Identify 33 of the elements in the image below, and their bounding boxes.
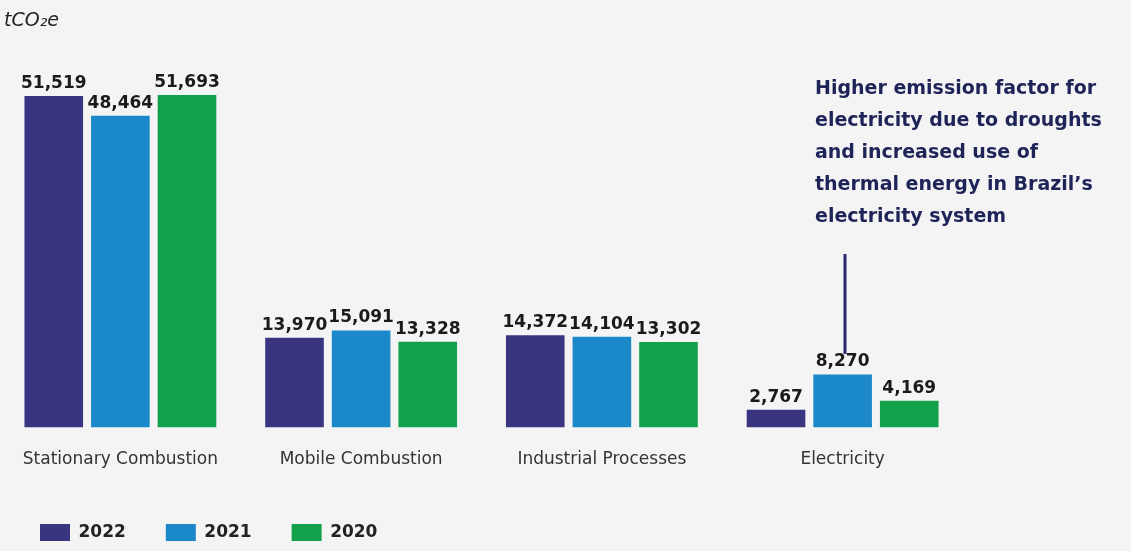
data-label: 51,693 <box>154 70 220 91</box>
x-tick-label: Electricity <box>800 448 885 469</box>
data-label: 13,970 <box>261 313 328 334</box>
bar <box>331 330 391 428</box>
data-label: 4,169 <box>882 376 937 397</box>
data-label: 48,464 <box>87 91 154 112</box>
bar <box>572 336 632 428</box>
data-label: 14,104 <box>569 312 635 333</box>
legend-label: 2021 <box>204 520 252 541</box>
bar <box>265 337 324 428</box>
data-label: 51,519 <box>20 72 87 93</box>
bar <box>746 409 806 428</box>
data-label: 13,302 <box>635 317 702 338</box>
data-label: 13,328 <box>394 317 461 338</box>
bar <box>157 95 217 428</box>
bar <box>813 374 872 428</box>
data-label: 14,372 <box>502 311 569 332</box>
bar <box>639 342 698 428</box>
data-label: 15,091 <box>328 306 394 327</box>
legend-label: 2022 <box>78 520 126 541</box>
data-label: 2,767 <box>749 385 803 406</box>
legend-label: 2020 <box>330 520 378 541</box>
x-tick-label: Mobile Combustion <box>279 448 443 469</box>
bar <box>24 96 84 428</box>
x-tick-label: Stationary Combustion <box>22 448 218 469</box>
bar <box>879 400 939 428</box>
bar <box>398 341 458 428</box>
data-label: 8,270 <box>815 350 870 371</box>
y-axis-title: tCO₂e <box>4 8 59 31</box>
annotation: Higher emission factor for electricity due to droughts and increased use of thermal energy in Brazil’s electricity system <box>815 76 1102 227</box>
x-tick-label: Industrial Processes <box>517 448 687 469</box>
bar <box>505 335 565 428</box>
bar <box>91 115 150 428</box>
